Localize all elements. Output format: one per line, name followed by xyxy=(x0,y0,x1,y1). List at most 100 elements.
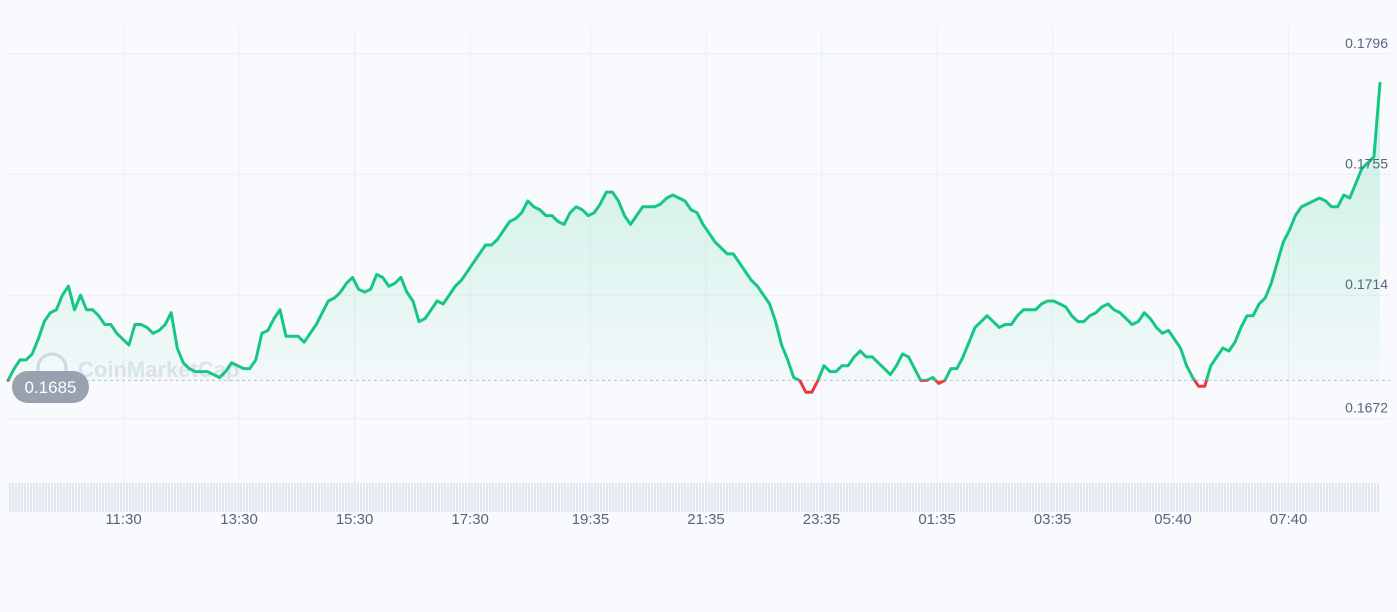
volume-bar xyxy=(846,483,848,512)
volume-bar xyxy=(819,483,821,512)
volume-bar xyxy=(354,483,356,512)
volume-bar xyxy=(753,483,755,512)
volume-bar xyxy=(69,483,71,512)
volume-bar xyxy=(882,483,884,512)
volume-bar xyxy=(684,483,686,512)
volume-bar xyxy=(1116,483,1118,512)
volume-bar xyxy=(525,483,527,512)
volume-bar xyxy=(969,483,971,512)
volume-bar xyxy=(411,483,413,512)
volume-bar xyxy=(537,483,539,512)
volume-bar xyxy=(108,483,110,512)
volume-bar xyxy=(1242,483,1244,512)
price-line-up xyxy=(6,81,1382,381)
volume-bar xyxy=(945,483,947,512)
y-tick-label: 0.1755 xyxy=(1345,155,1388,171)
volume-bar xyxy=(933,483,935,512)
volume-bar xyxy=(1359,483,1361,512)
volume-bar xyxy=(135,483,137,512)
volume-bar xyxy=(93,483,95,512)
volume-bar xyxy=(1326,483,1328,512)
volume-bar xyxy=(201,483,203,512)
volume-bar xyxy=(651,483,653,512)
x-tick-label: 21:35 xyxy=(687,511,725,528)
volume-bar xyxy=(513,483,515,512)
volume-bar xyxy=(27,483,29,512)
volume-bar xyxy=(381,483,383,512)
volume-bar xyxy=(495,483,497,512)
volume-bar xyxy=(693,483,695,512)
volume-bar xyxy=(606,483,608,512)
volume-bar xyxy=(9,483,11,512)
volume-bar xyxy=(1284,483,1286,512)
volume-bar xyxy=(1152,483,1154,512)
volume-bar xyxy=(1239,483,1241,512)
volume-bar xyxy=(1347,483,1349,512)
volume-bar xyxy=(549,483,551,512)
volume-bar xyxy=(438,483,440,512)
volume-bar xyxy=(267,483,269,512)
volume-bar xyxy=(1065,483,1067,512)
volume-bar xyxy=(198,483,200,512)
volume-bar xyxy=(162,483,164,512)
volume-bar xyxy=(1296,483,1298,512)
volume-bar xyxy=(885,483,887,512)
volume-bar xyxy=(930,483,932,512)
volume-bar xyxy=(1341,483,1343,512)
volume-bar xyxy=(36,483,38,512)
volume-bar xyxy=(654,483,656,512)
volume-bar xyxy=(705,483,707,512)
volume-bar xyxy=(936,483,938,512)
volume-bar xyxy=(207,483,209,512)
volume-bar xyxy=(831,483,833,512)
volume-bar xyxy=(1155,483,1157,512)
volume-bar xyxy=(462,483,464,512)
volume-bar xyxy=(660,483,662,512)
volume-bar xyxy=(822,483,824,512)
volume-bar xyxy=(1251,483,1253,512)
volume-bar xyxy=(75,483,77,512)
volume-bar xyxy=(1068,483,1070,512)
volume-bar xyxy=(768,483,770,512)
volume-bar xyxy=(1011,483,1013,512)
volume-bar xyxy=(561,483,563,512)
volume-bar xyxy=(222,483,224,512)
volume-bar xyxy=(42,483,44,512)
volume-bar xyxy=(615,483,617,512)
volume-bar xyxy=(939,483,941,512)
volume-bar xyxy=(90,483,92,512)
volume-bar xyxy=(1158,483,1160,512)
volume-bar xyxy=(1275,483,1277,512)
volume-bar xyxy=(999,483,1001,512)
volume-bar xyxy=(105,483,107,512)
volume-bar xyxy=(915,483,917,512)
volume-bar xyxy=(522,483,524,512)
volume-bar xyxy=(309,483,311,512)
volume-bar xyxy=(414,483,416,512)
volume-bar xyxy=(417,483,419,512)
volume-bar xyxy=(303,483,305,512)
volume-bar xyxy=(534,483,536,512)
volume-bar xyxy=(888,483,890,512)
volume-bar xyxy=(1164,483,1166,512)
volume-bar xyxy=(1353,483,1355,512)
volume-bar xyxy=(834,483,836,512)
volume-bar xyxy=(891,483,893,512)
volume-bar xyxy=(864,483,866,512)
volume-bar xyxy=(1128,483,1130,512)
volume-bar xyxy=(1131,483,1133,512)
volume-bar xyxy=(1107,483,1109,512)
volume-bar xyxy=(1371,483,1373,512)
volume-bar xyxy=(816,483,818,512)
y-tick-label: 0.1796 xyxy=(1345,35,1388,51)
volume-bar xyxy=(51,483,53,512)
volume-bar xyxy=(963,483,965,512)
volume-bar xyxy=(111,483,113,512)
volume-bar xyxy=(813,483,815,512)
volume-bar xyxy=(972,483,974,512)
volume-bar xyxy=(120,483,122,512)
volume-bar xyxy=(444,483,446,512)
x-tick-label: 17:30 xyxy=(451,511,489,528)
x-axis: 11:30 13:30 15:30 17:30 19:35 21:35 23:35 01:35… xyxy=(105,511,1307,528)
volume-bar xyxy=(294,483,296,512)
